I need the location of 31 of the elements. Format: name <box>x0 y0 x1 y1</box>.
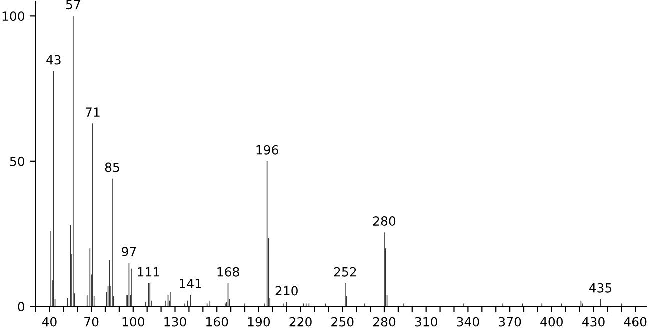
annotation: 97 <box>122 247 136 257</box>
x-tick-label: 340 <box>457 317 480 327</box>
annotation: 71 <box>86 108 100 117</box>
annotation: 85 <box>105 162 120 172</box>
annotation: 57 <box>66 0 80 10</box>
annotation: 111 <box>138 268 160 277</box>
x-tick-label: 130 <box>164 317 186 327</box>
annotation: 168 <box>218 267 240 277</box>
x-tick-label: 400 <box>540 317 563 327</box>
x-tick-label: 280 <box>373 317 396 327</box>
x-tick-label: 160 <box>206 317 228 327</box>
x-tick-label: 40 <box>42 317 57 327</box>
x-tick-label: 100 <box>122 317 144 327</box>
x-tick-label: 190 <box>248 317 270 327</box>
y-tick-label: 0 <box>18 302 25 312</box>
annotation: 210 <box>276 286 298 296</box>
annotation: 252 <box>334 267 356 277</box>
x-tick-label: 220 <box>290 317 312 327</box>
x-tick-label: 430 <box>582 317 605 327</box>
annotation: 435 <box>589 283 612 293</box>
x-tick-label: 70 <box>84 317 99 327</box>
x-tick-label: 370 <box>499 317 522 327</box>
x-tick-label: 250 <box>332 317 354 327</box>
annotation: 196 <box>256 145 278 155</box>
annotation: 43 <box>46 55 61 65</box>
annotation: 280 <box>373 216 396 226</box>
annotation: 141 <box>180 279 202 288</box>
x-tick-label: 460 <box>624 317 647 327</box>
x-tick-label: 310 <box>415 317 438 327</box>
y-tick-label: 50 <box>10 156 25 166</box>
y-tick-label: 100 <box>2 12 25 22</box>
